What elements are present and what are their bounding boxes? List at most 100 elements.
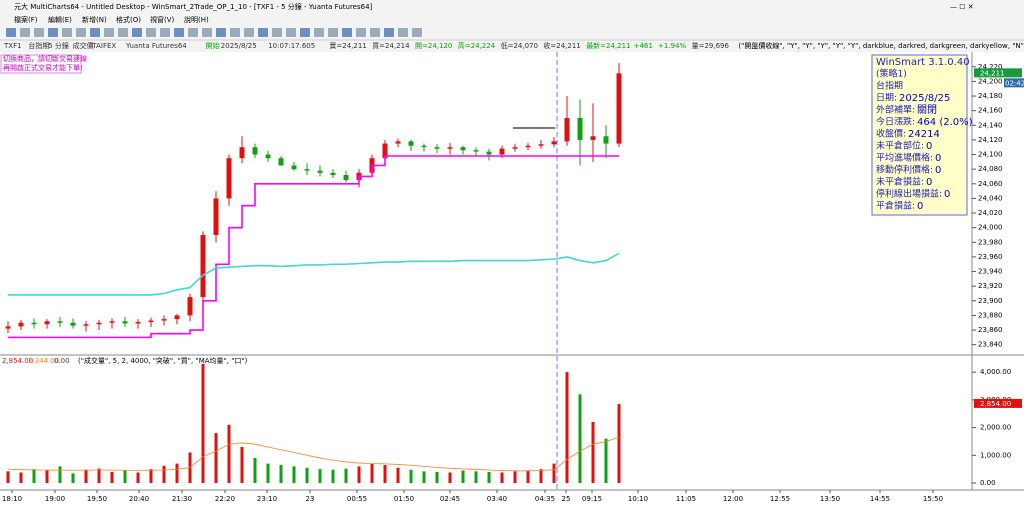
candle-body [31,322,37,325]
volume-bar [604,438,608,483]
x-tick-label: 13:50 [820,495,840,503]
y-tick-label: 24,200 [978,77,1003,85]
toolbar-button[interactable] [272,28,282,37]
toolbar-button[interactable] [6,28,16,37]
status-item: 收=24,211 [543,41,580,50]
y-tick-label: 0.00 [980,479,996,487]
toolbar-button[interactable] [412,28,422,37]
toolbar-button[interactable] [90,28,100,37]
status-item: 最新=24,211 [586,41,630,50]
x-tick-label: 22:20 [215,495,235,503]
candle-body [460,147,466,151]
volume-header: 0.00 [54,357,70,365]
info-value: 0 [935,153,941,164]
notice: 切換商品，請切斷交易連線 [3,54,87,63]
y-tick-label: 24,060 [978,180,1003,188]
toolbar-button[interactable] [76,28,86,37]
toolbar-button[interactable] [146,28,156,37]
candle-body [200,234,206,298]
y-tick-label: 23,920 [978,282,1003,290]
toolbar-button[interactable] [258,28,268,37]
info-label: 今日漲跌: [876,116,915,128]
candle-body [590,136,596,140]
toolbar-button[interactable] [118,28,128,37]
toolbar-button[interactable] [132,28,142,37]
candle-body [291,165,297,170]
x-tick-label: 18:10 [2,495,22,503]
x-tick-label: 25 [562,495,571,503]
toolbar-button[interactable] [160,28,170,37]
toolbar-button[interactable] [370,28,380,37]
toolbar-button[interactable] [34,28,44,37]
volume-bar [201,363,205,483]
info-label: 日期: [876,93,897,104]
toolbar-button[interactable] [286,28,296,37]
x-tick-label: 11:05 [676,495,696,503]
stop-line [8,155,619,339]
info-title: WinSmart 3.1.0.40 [876,57,970,68]
toolbar-button[interactable] [342,28,352,37]
x-tick-label: 19:00 [45,495,65,503]
volume-params: ("成交量", 5, 2, 4000, "突破", "買", "MA均量", "… [78,356,248,365]
toolbar-button[interactable] [188,28,198,37]
info-label: 未平倉部位: [876,140,924,152]
toolbar-button[interactable] [216,28,226,37]
toolbar-button[interactable] [398,28,408,37]
info-label: 未平倉損益: [876,176,924,188]
volume-bar [305,467,309,483]
menu-item[interactable]: 檔案(F) [14,15,38,24]
x-tick-label: 01:50 [394,495,414,503]
y-tick-label: 2,000.00 [980,424,1011,432]
status-item: TAIFEX [91,42,116,50]
info-value: 0 [944,189,950,200]
volume-bar [578,394,582,483]
y-tick-label: 24,040 [978,194,1003,202]
toolbar-button[interactable] [230,28,240,37]
toolbar-button[interactable] [328,28,338,37]
x-tick-label: 02:45 [440,495,460,503]
menu-item[interactable]: 格式(O) [116,15,141,24]
candle-body [473,150,479,152]
toolbar-button[interactable] [314,28,324,37]
y-tick-label: 4,000.00 [980,368,1011,376]
toolbar-button[interactable] [202,28,212,37]
candle-body [577,117,583,140]
menu-item[interactable]: 新增(N) [82,15,107,24]
toolbar-button[interactable] [300,28,310,37]
toolbar-button[interactable] [20,28,30,37]
toolbar-button[interactable] [174,28,184,37]
last-price-tag [974,68,1022,78]
candle-body [382,143,388,159]
volume-bar [214,433,218,483]
candle-body [395,141,401,144]
candle-body [616,73,622,144]
toolbar-button[interactable] [48,28,58,37]
menu-item[interactable]: 說明(H) [184,15,209,24]
y-tick-label: 24,000 [978,224,1003,232]
y-tick-label: 23,900 [978,297,1003,305]
menu-item[interactable]: 視窗(V) [150,15,175,24]
status-item: 5 分鐘 [48,41,69,50]
volume-bar [448,472,452,483]
info-value: 0 [935,165,941,176]
candle-body [278,158,284,166]
toolbar-button[interactable] [356,28,366,37]
toolbar-button[interactable] [384,28,394,37]
last-volume-label: 2,854.00 [980,400,1011,408]
volume-bar [175,463,179,483]
x-tick-label: 12:00 [723,495,743,503]
volume-bar [71,473,75,483]
volume-bar [474,471,478,483]
menu-item[interactable]: 編輯(E) [48,15,72,24]
y-tick-label: 24,180 [978,92,1003,100]
candle-body [18,322,24,327]
candle-body [304,169,310,171]
volume-bar [344,468,348,483]
toolbar-button[interactable] [104,28,114,37]
toolbar-button[interactable] [62,28,72,37]
toolbar-button[interactable] [244,28,254,37]
y-tick-label: 24,020 [978,209,1003,217]
status-item: 高=24,224 [458,41,496,50]
window-controls[interactable]: — ☐ ✕ [950,3,974,11]
candle-body [330,172,336,176]
